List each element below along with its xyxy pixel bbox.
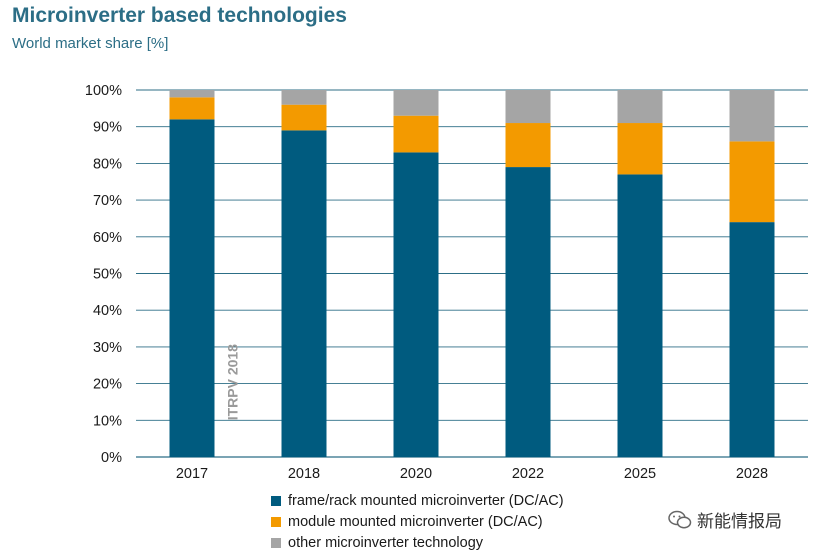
watermark-text: 新能情报局 <box>697 512 782 531</box>
y-tick-label: 30% <box>93 340 122 356</box>
bar-segment-2028-other <box>729 90 775 142</box>
bar-segment-2018-module-mounted <box>281 104 327 131</box>
bar-segment-2025-other <box>617 90 663 124</box>
legend-label-frame-rack: frame/rack mounted microinverter (DC/AC) <box>288 492 564 509</box>
legend-swatch-other <box>271 537 281 548</box>
x-tick-label: 2018 <box>288 466 320 482</box>
bar-segment-2018-frame-rack <box>281 130 327 457</box>
y-tick-label: 80% <box>93 156 122 172</box>
y-tick-label: 60% <box>93 230 122 246</box>
x-tick-label: 2020 <box>400 466 432 482</box>
legend-label-other: other microinverter technology <box>288 534 484 551</box>
y-tick-label: 10% <box>93 413 122 429</box>
bar-segment-2020-other <box>393 90 439 116</box>
x-tick-label: 2022 <box>512 466 544 482</box>
bar-segment-2017-module-mounted <box>169 97 215 120</box>
bar-segment-2020-frame-rack <box>393 152 439 457</box>
bar-segment-2022-module-mounted <box>505 123 551 168</box>
bar-segment-2022-frame-rack <box>505 167 551 457</box>
bar-segment-2017-frame-rack <box>169 119 215 458</box>
y-tick-label: 40% <box>93 303 122 319</box>
legend-label-module-mounted: module mounted microinverter (DC/AC) <box>288 513 543 530</box>
bar-segment-2025-module-mounted <box>617 123 663 175</box>
legend-swatch-module-mounted <box>271 516 281 527</box>
bar-segment-2018-other <box>281 90 327 105</box>
y-tick-label: 90% <box>93 120 122 136</box>
x-tick-label: 2028 <box>736 466 768 482</box>
itrpv-annotation: ITRPV 2018 <box>225 344 241 420</box>
bar-segment-2028-module-mounted <box>729 141 775 223</box>
y-tick-label: 100% <box>85 83 122 99</box>
bar-segment-2028-frame-rack <box>729 222 775 457</box>
x-tick-label: 2017 <box>176 466 208 482</box>
x-tick-label: 2025 <box>624 466 656 482</box>
bar-segment-2020-module-mounted <box>393 115 439 153</box>
y-tick-label: 20% <box>93 377 122 393</box>
bar-segment-2017-other <box>169 90 215 98</box>
bar-segment-2022-other <box>505 90 551 124</box>
chart-title: Microinverter based technologies <box>12 4 347 27</box>
bar-segment-2025-frame-rack <box>617 174 663 457</box>
chart-legend: frame/rack mounted microinverter (DC/AC)… <box>271 490 564 553</box>
legend-item-module-mounted: module mounted microinverter (DC/AC) <box>271 511 564 532</box>
y-tick-label: 0% <box>101 450 122 466</box>
wechat-icon <box>668 510 692 528</box>
y-tick-label: 50% <box>93 267 122 283</box>
y-tick-label: 70% <box>93 193 122 209</box>
legend-swatch-frame-rack <box>271 495 281 506</box>
chart-subtitle: World market share [%] <box>12 35 169 52</box>
legend-item-frame-rack: frame/rack mounted microinverter (DC/AC) <box>271 490 564 511</box>
legend-item-other: other microinverter technology <box>271 532 564 553</box>
watermark: 新能情报局 <box>668 507 782 532</box>
